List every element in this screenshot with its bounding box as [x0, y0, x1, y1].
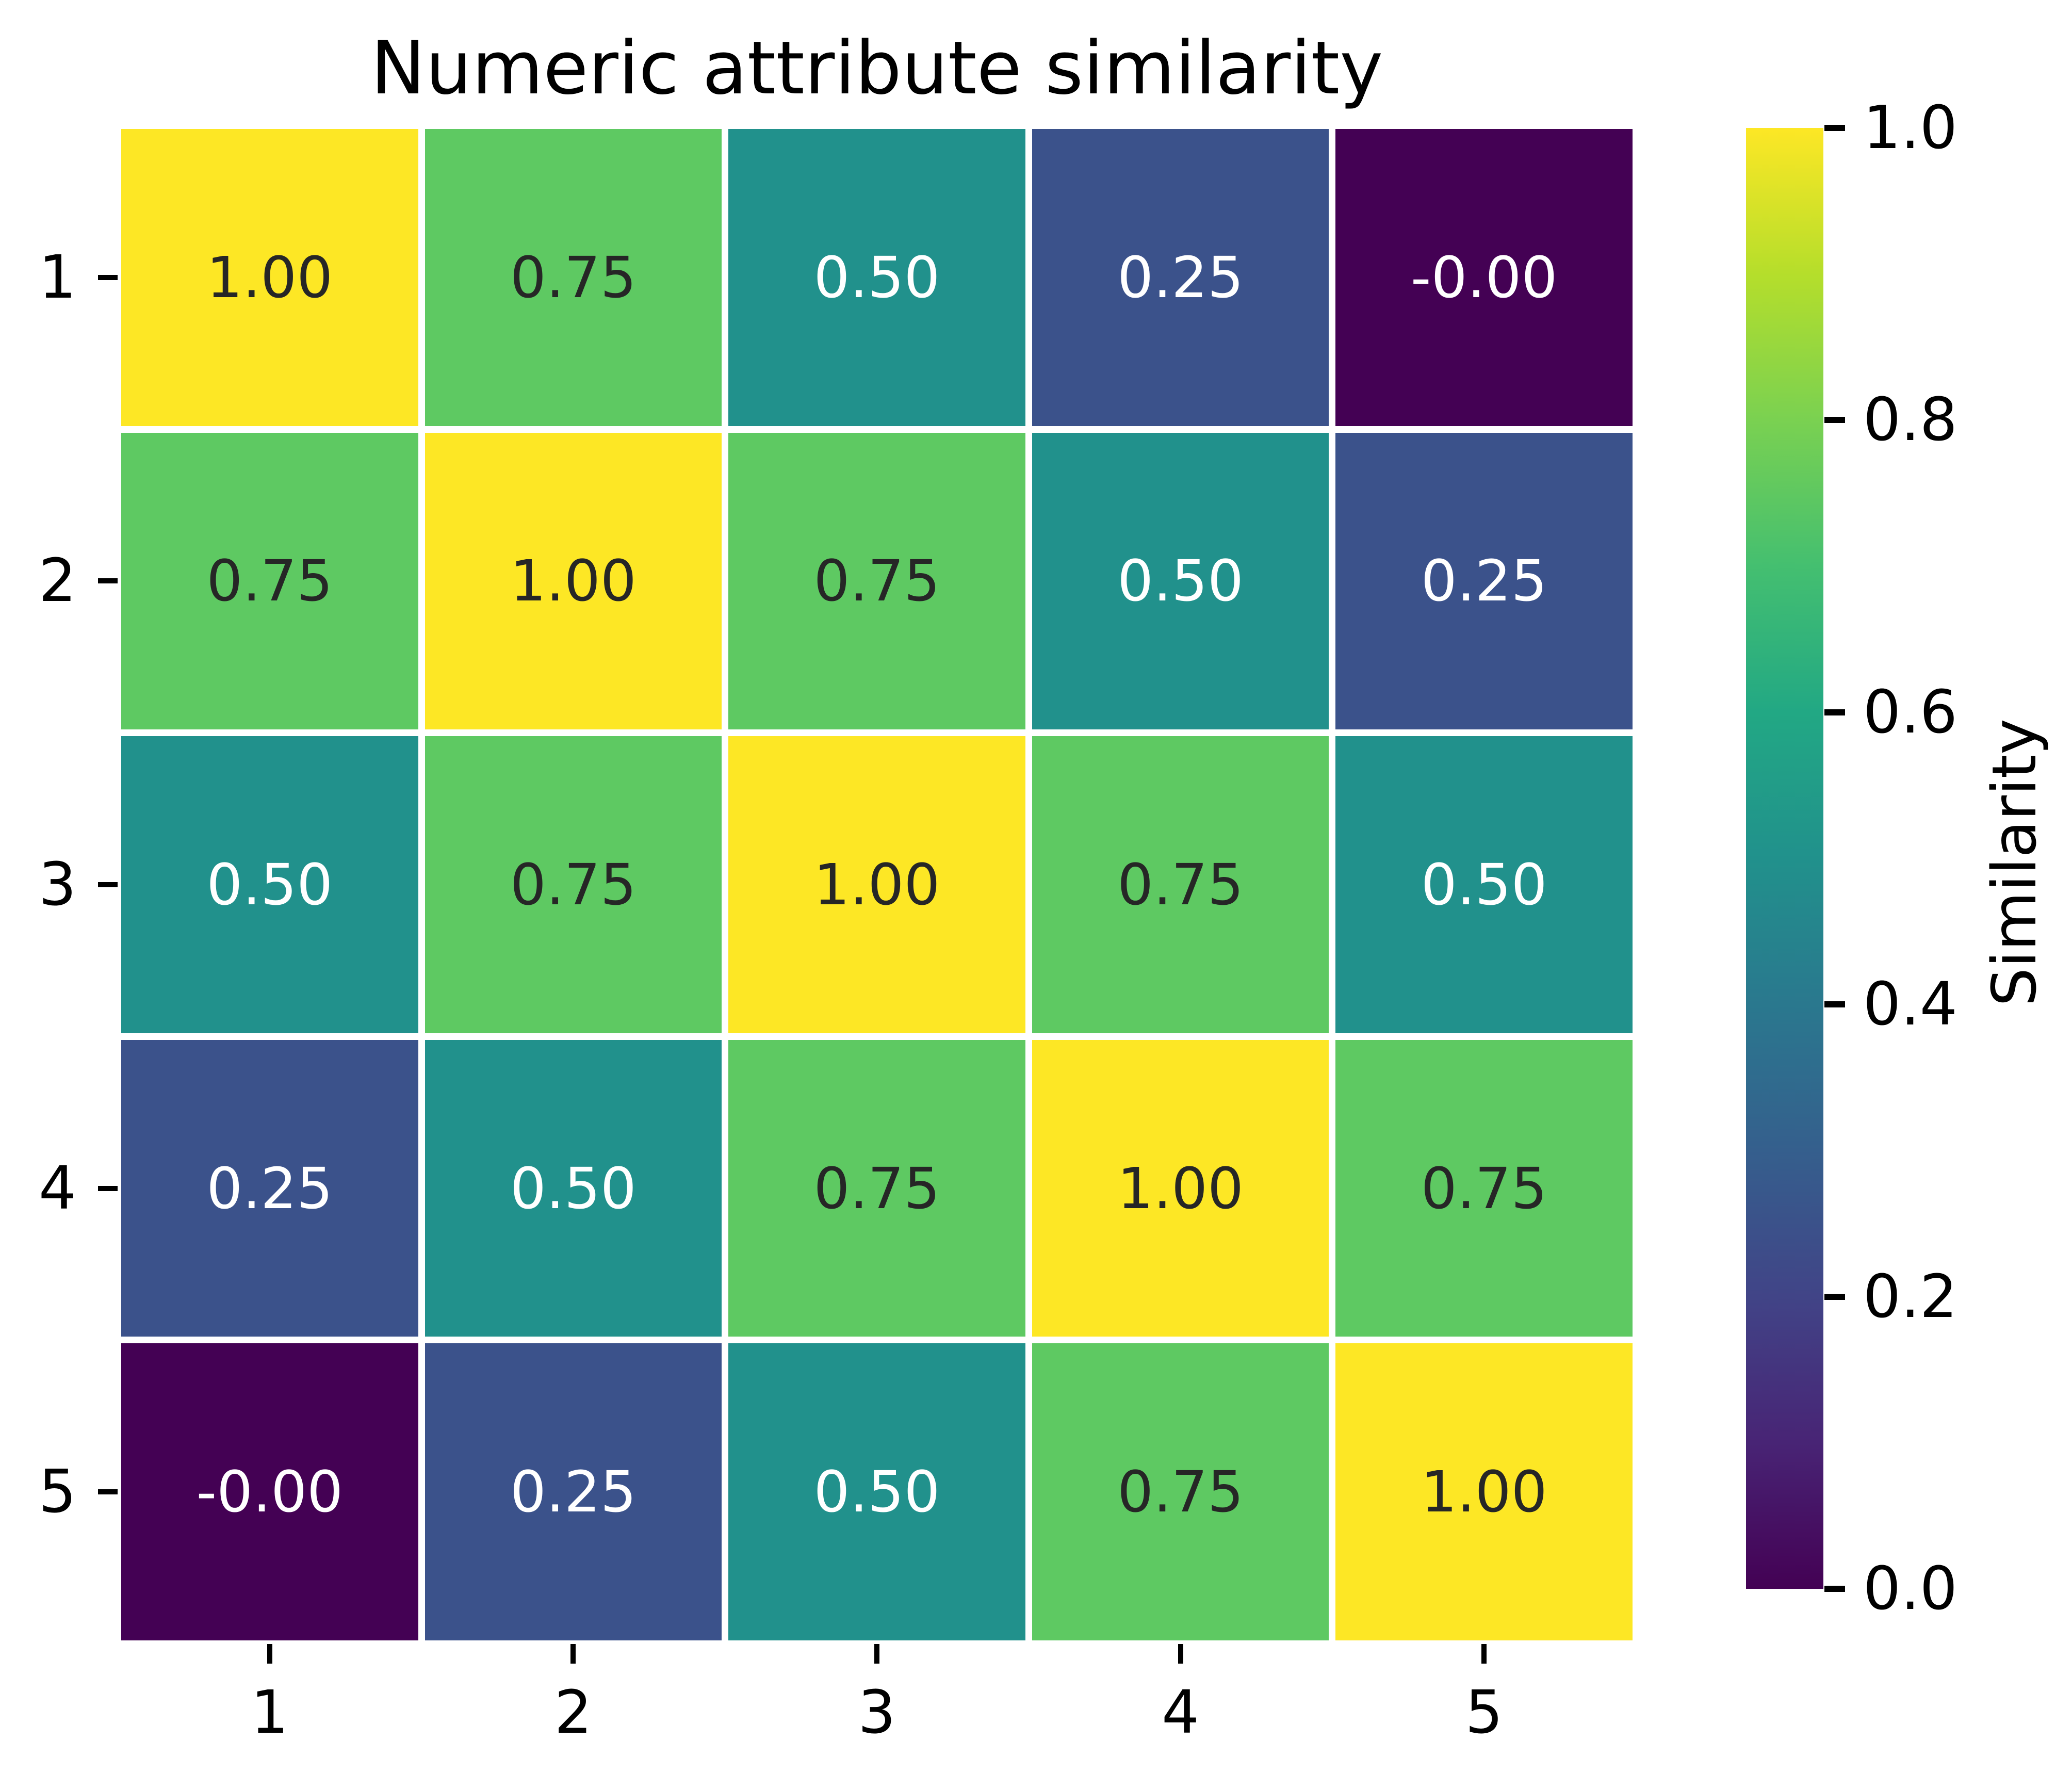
y-axis-tick-label-4: 4 [38, 1153, 76, 1223]
colorbar-gradient [1746, 128, 1823, 1589]
heatmap-cell-r1c3: 0.50 [728, 129, 1025, 426]
heatmap-cell-r4c1: 0.25 [121, 1039, 418, 1337]
heatmap-cell-r4c2: 0.50 [425, 1039, 722, 1337]
heatmap-cell-r1c2: 0.75 [425, 129, 722, 426]
x-axis-tick-mark-4 [1178, 1644, 1183, 1664]
y-axis-tick-label-1: 1 [38, 242, 76, 312]
heatmap-cell-r1c1: 1.00 [121, 129, 418, 426]
colorbar-tick-mark-0.0 [1824, 1586, 1845, 1592]
y-axis-tick-label-3: 3 [38, 850, 76, 919]
heatmap-cell-r3c1: 0.50 [121, 736, 418, 1033]
y-axis-tick-mark-2 [98, 578, 118, 584]
colorbar-tick-label-0.2: 0.2 [1863, 1262, 1957, 1331]
x-axis-tick-mark-1 [267, 1644, 272, 1664]
heatmap-cell-r2c5: 0.25 [1335, 432, 1633, 730]
heatmap-cell-r5c4: 0.75 [1032, 1343, 1329, 1640]
colorbar-axis-label: Similarity [1979, 719, 2050, 1006]
x-axis-tick-mark-5 [1481, 1644, 1487, 1664]
x-axis-tick-mark-2 [570, 1644, 576, 1664]
y-axis-tick-label-2: 2 [38, 546, 76, 616]
heatmap-cell-r3c2: 0.75 [425, 736, 722, 1033]
heatmap-grid: 1.00 0.75 0.50 0.25 -0.00 0.75 1.00 0.75 0.50 0.2… [121, 129, 1633, 1640]
heatmap-cell-r1c5: -0.00 [1335, 129, 1633, 426]
heatmap-cell-r3c4: 0.75 [1032, 736, 1329, 1033]
heatmap-cell-r5c2: 0.25 [425, 1343, 722, 1640]
colorbar-tick-mark-0.6 [1824, 709, 1845, 715]
heatmap-cell-r3c3: 1.00 [728, 736, 1025, 1033]
colorbar-tick-mark-0.2 [1824, 1293, 1845, 1300]
y-axis-tick-mark-1 [98, 274, 118, 280]
heatmap-cell-r5c1: -0.00 [121, 1343, 418, 1640]
colorbar-tick-mark-1.0 [1824, 125, 1845, 131]
heatmap-cell-r2c3: 0.75 [728, 432, 1025, 730]
colorbar-tick-label-0.6: 0.6 [1863, 677, 1957, 747]
heatmap-cell-r2c2: 1.00 [425, 432, 722, 730]
x-axis-tick-label-3: 3 [858, 1678, 896, 1747]
y-axis-tick-label-5: 5 [38, 1457, 76, 1527]
heatmap-cell-r4c3: 0.75 [728, 1039, 1025, 1337]
y-axis-tick-mark-4 [98, 1185, 118, 1191]
x-axis-tick-mark-3 [874, 1644, 879, 1664]
heatmap-cell-r2c1: 0.75 [121, 432, 418, 730]
heatmap-cell-r1c4: 0.25 [1032, 129, 1329, 426]
heatmap-cell-r5c3: 0.50 [728, 1343, 1025, 1640]
x-axis-tick-label-5: 5 [1465, 1678, 1503, 1747]
heatmap-cell-r4c4: 1.00 [1032, 1039, 1329, 1337]
chart-title: Numeric attribute similarity [370, 26, 1383, 111]
heatmap-cell-r2c4: 0.50 [1032, 432, 1329, 730]
colorbar-tick-mark-0.8 [1824, 417, 1845, 424]
x-axis-tick-label-4: 4 [1162, 1678, 1200, 1747]
colorbar-tick-mark-0.4 [1824, 1001, 1845, 1008]
colorbar-tick-label-0.4: 0.4 [1863, 970, 1957, 1039]
y-axis-tick-mark-5 [98, 1489, 118, 1495]
heatmap-cell-r5c5: 1.00 [1335, 1343, 1633, 1640]
colorbar-tick-label-0.8: 0.8 [1863, 385, 1957, 455]
heatmap-cell-r3c5: 0.50 [1335, 736, 1633, 1033]
x-axis-tick-label-2: 2 [554, 1678, 592, 1747]
x-axis-tick-label-1: 1 [251, 1678, 289, 1747]
y-axis-tick-mark-3 [98, 882, 118, 887]
colorbar-tick-label-1.0: 1.0 [1863, 93, 1957, 162]
heatmap-cell-r4c5: 0.75 [1335, 1039, 1633, 1337]
colorbar-tick-label-0.0: 0.0 [1863, 1554, 1957, 1623]
